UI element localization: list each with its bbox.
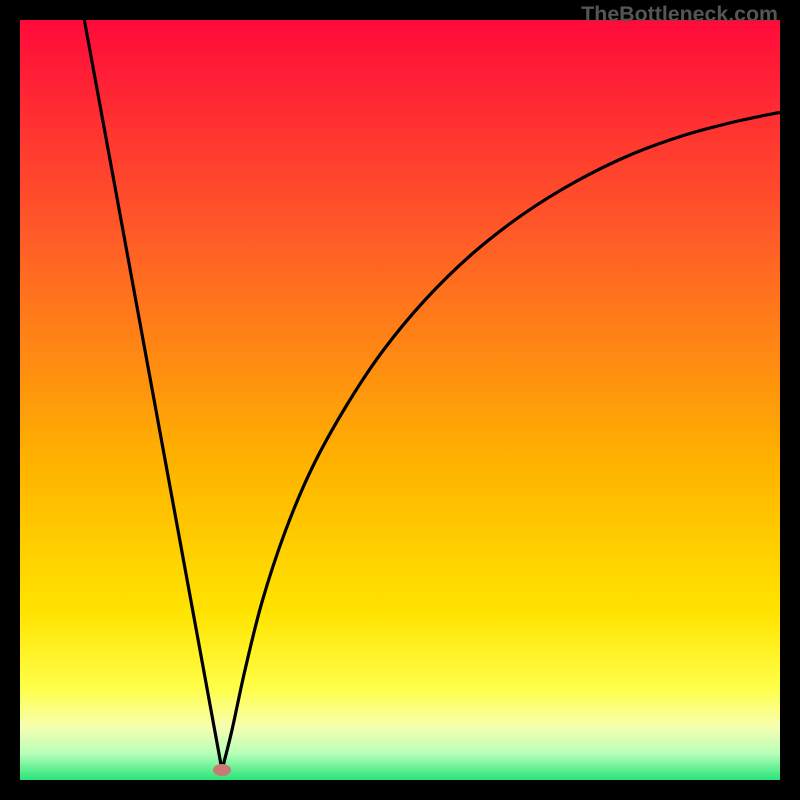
bottleneck-curve: [84, 18, 782, 770]
plot-area: [20, 20, 780, 780]
min-marker: [213, 764, 231, 776]
outer-frame: TheBottleneck.com: [0, 0, 800, 800]
watermark-text: TheBottleneck.com: [581, 2, 778, 27]
curve-layer: [20, 20, 780, 780]
